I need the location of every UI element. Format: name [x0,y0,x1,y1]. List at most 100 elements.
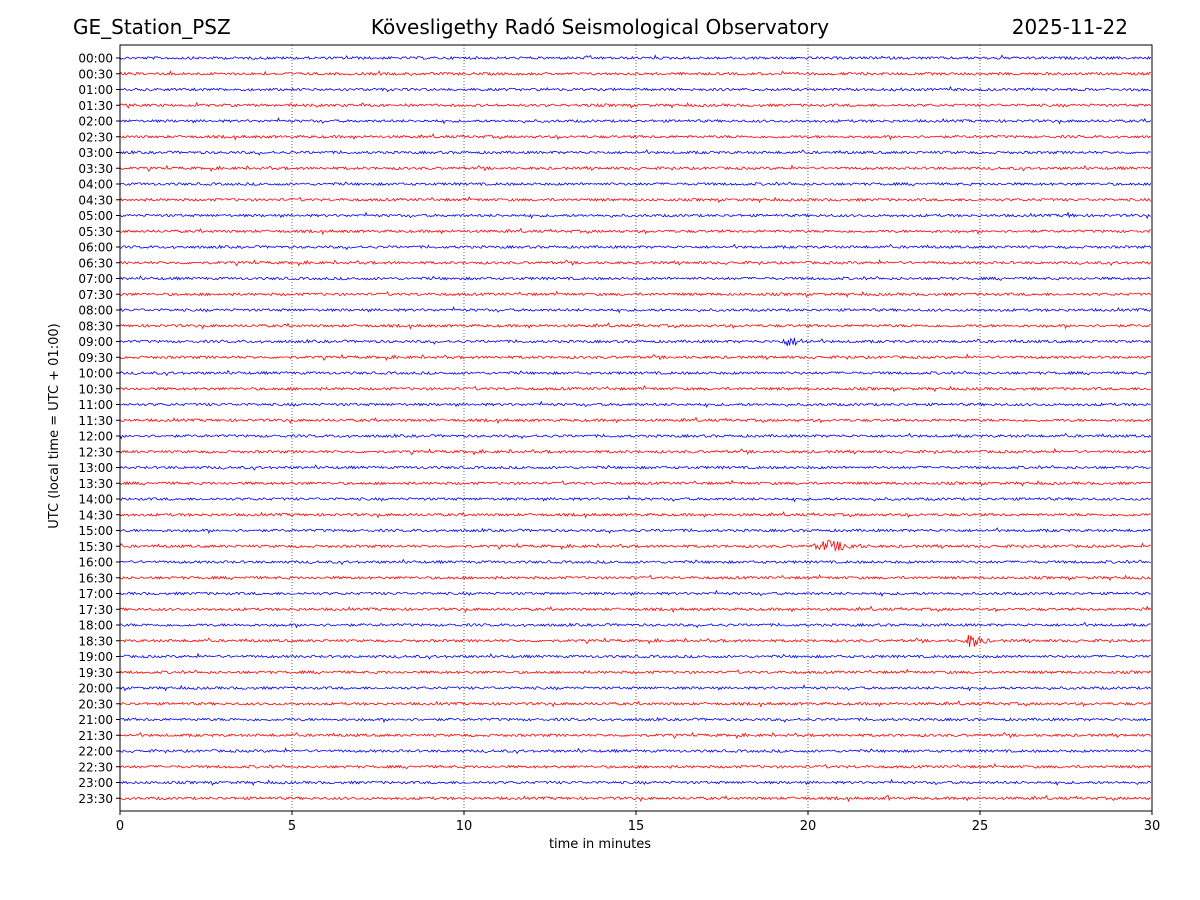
trace-1030 [119,384,1151,393]
trace-0300 [119,149,1151,156]
y-tick-label: 07:00 [78,272,113,286]
y-tick-label: 23:00 [78,776,113,790]
x-tick-label: 10 [456,819,473,834]
y-tick-label: 17:00 [78,587,113,601]
trace-1730 [119,605,1152,614]
trace-2300 [119,778,1152,787]
y-tick-label: 09:30 [78,351,113,365]
y-tick-label: 03:00 [78,146,113,160]
trace-1230 [119,447,1152,456]
trace-1200 [119,432,1152,440]
trace-1400 [119,495,1152,503]
trace-0830 [119,322,1151,330]
x-tick-label: 25 [972,819,989,834]
trace-1700 [119,589,1151,598]
trace-0130 [119,101,1152,109]
y-tick-label: 00:30 [78,67,113,81]
trace-0400 [119,181,1152,187]
y-tick-label: 02:30 [78,130,113,144]
trace-1530 [119,540,1151,552]
trace-0600 [119,243,1152,251]
trace-1000 [119,369,1152,377]
y-tick-label: 00:00 [78,52,113,66]
trace-1800 [119,621,1151,629]
station-name: GE_Station_PSZ [73,15,231,39]
trace-0500 [119,211,1151,220]
y-tick-label: 22:30 [78,760,113,774]
y-tick-label: 21:00 [78,713,113,727]
y-tick-label: 03:30 [78,162,113,176]
x-tick-label: 20 [800,819,817,834]
trace-1630 [119,573,1151,582]
trace-0700 [119,275,1151,281]
y-tick-label: 12:00 [78,430,113,444]
y-tick-label: 17:30 [78,603,113,617]
y-tick-label: 22:00 [78,745,113,759]
y-tick-label: 12:30 [78,445,113,459]
y-tick-label: 04:30 [78,193,113,207]
trace-1500 [119,527,1152,535]
y-tick-label: 11:00 [78,398,113,412]
y-tick-label: 04:00 [78,178,113,192]
trace-0930 [119,353,1151,361]
trace-1300 [119,464,1151,471]
trace-2200 [119,747,1152,755]
trace-1330 [119,479,1152,487]
y-tick-label: 01:00 [78,83,113,97]
y-tick-label: 20:30 [78,697,113,711]
trace-1900 [119,652,1151,660]
y-tick-label: 05:00 [78,209,113,223]
trace-0030 [119,70,1151,76]
chart-date: 2025-11-22 [1011,15,1128,39]
y-tick-label: 15:00 [78,524,113,538]
y-tick-label: 14:30 [78,508,113,522]
trace-1100 [119,400,1151,409]
trace-0900 [119,337,1152,347]
trace-1600 [119,558,1151,566]
y-tick-label: 18:00 [78,619,113,633]
y-tick-label: 19:00 [78,650,113,664]
trace-0000 [119,54,1152,61]
trace-rows [119,54,1152,803]
trace-2130 [119,731,1152,739]
y-tick-label: 09:00 [78,335,113,349]
y-tick-label: 06:30 [78,256,113,270]
y-tick-label: 23:30 [78,792,113,806]
trace-1130 [119,416,1151,425]
trace-2100 [119,716,1151,724]
trace-0630 [119,258,1152,267]
x-tick-label: 0 [116,819,124,834]
y-tick-label: 08:00 [78,304,113,318]
grid-lines [291,45,981,811]
y-tick-label: 07:30 [78,288,113,302]
trace-0530 [119,227,1151,236]
trace-2330 [119,794,1151,803]
y-tick-label: 13:00 [78,461,113,475]
trace-2000 [119,684,1152,692]
y-tick-label: 08:30 [78,319,113,333]
y-tick-label: 16:30 [78,571,113,585]
y-tick-label: 01:30 [78,99,113,113]
y-tick-label: 10:30 [78,382,113,396]
trace-2030 [119,700,1152,708]
y-tick-label: 14:00 [78,493,113,507]
y-tick-label: 18:30 [78,634,113,648]
trace-2230 [119,762,1152,770]
y-tick-label: 13:30 [78,477,113,491]
y-tick-label: 16:00 [78,556,113,570]
chart-title: Kövesligethy Radó Seismological Observat… [370,15,830,39]
trace-0430 [119,195,1152,204]
trace-0800 [119,306,1152,314]
y-tick-label: 21:30 [78,729,113,743]
y-tick-label: 06:00 [78,241,113,255]
y-tick-label: 11:30 [78,414,113,428]
y-tick-label: 19:30 [78,666,113,680]
trace-0330 [119,164,1152,172]
x-tick-label: 5 [288,819,296,834]
y-tick-label: 20:00 [78,682,113,696]
y-tick-label: 10:00 [78,367,113,381]
x-axis-label: time in minutes [548,837,652,852]
trace-0730 [119,290,1152,298]
trace-1830 [119,634,1151,647]
